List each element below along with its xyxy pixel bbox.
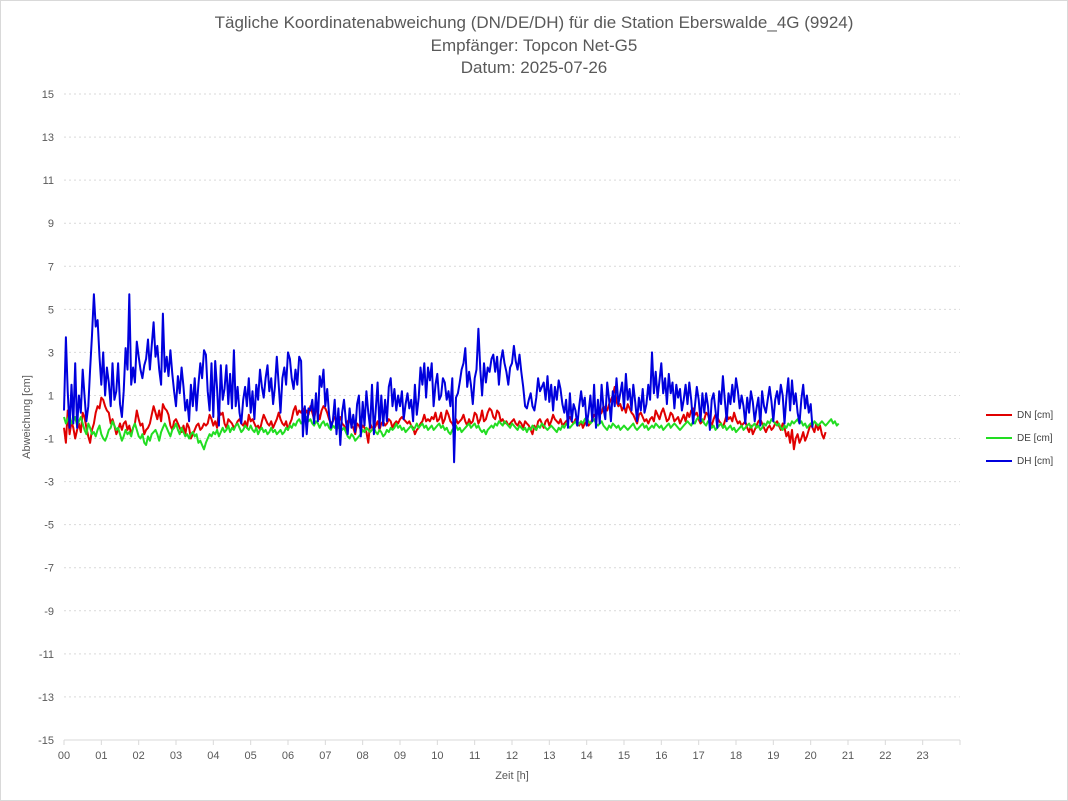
y-tick-label: -9: [44, 606, 54, 618]
x-tick-label: 05: [245, 750, 257, 762]
y-tick-label: 15: [42, 89, 54, 101]
series-lines: [63, 293, 840, 464]
x-tick-label: 17: [693, 750, 705, 762]
series-line-de: [63, 413, 840, 451]
x-tick-label: 10: [431, 750, 443, 762]
legend-item-dh: DH [cm]: [986, 456, 1053, 467]
legend-swatch-dh: [986, 460, 1012, 463]
legend-item-dn: DN [cm]: [986, 410, 1053, 421]
y-axis-label: Abweichung [cm]: [21, 375, 33, 459]
x-tick-label: 00: [58, 750, 70, 762]
y-tick-label: -15: [38, 735, 54, 747]
legend-swatch-de: [986, 437, 1012, 440]
legend-label-dn: DN [cm]: [1017, 410, 1054, 421]
x-tick-label: 12: [506, 750, 518, 762]
legend-swatch-dn: [986, 414, 1012, 417]
x-tick-label: 09: [394, 750, 406, 762]
x-axis-label: Zeit [h]: [495, 770, 529, 782]
x-tick-label: 01: [95, 750, 107, 762]
grid-lines: [64, 93, 960, 698]
chart-title: Tägliche Koordinatenabweichung (DN/DE/DH…: [214, 13, 854, 32]
y-tick-label: -5: [44, 520, 54, 532]
legend-item-de: DE [cm]: [986, 433, 1053, 444]
x-tick-label: 13: [543, 750, 555, 762]
x-tick-label: 22: [879, 750, 891, 762]
x-tick-label: 07: [319, 750, 331, 762]
x-tick-label: 02: [133, 750, 145, 762]
y-tick-label: -7: [44, 563, 54, 575]
chart-subtitle-receiver: Empfänger: Topcon Net-G5: [430, 36, 638, 55]
y-tick-label: 9: [48, 218, 54, 230]
y-tick-label: -13: [38, 692, 54, 704]
y-tick-label: 3: [48, 347, 54, 359]
x-tick-label: 14: [581, 750, 593, 762]
x-tick-label: 21: [842, 750, 854, 762]
x-tick-label: 16: [655, 750, 667, 762]
x-tick-label: 19: [767, 750, 779, 762]
x-tick-label: 18: [730, 750, 742, 762]
legend-label-de: DE [cm]: [1017, 433, 1053, 444]
y-tick-label: -3: [44, 477, 54, 489]
y-tick-label: 1: [48, 390, 54, 402]
legend-label-dh: DH [cm]: [1017, 456, 1054, 467]
y-tick-label: -11: [39, 649, 54, 661]
y-axis-ticks: 15 13 11 9 7 5 3 1 -1 -3 -5 -7 -9 -11 -13 -15: [38, 89, 54, 747]
x-tick-label: 06: [282, 750, 294, 762]
series-line-dh: [63, 293, 814, 464]
x-tick-label: 03: [170, 750, 182, 762]
x-tick-label: 23: [917, 750, 929, 762]
x-tick-label: 08: [357, 750, 369, 762]
y-tick-label: 11: [43, 175, 54, 187]
x-tick-label: 04: [207, 750, 219, 762]
x-tick-label: 11: [469, 750, 480, 762]
x-axis-ticks: 00 01 02 03 04 05 06 07 08 09 10 11 12 13 14 15 16 17 18 19…: [58, 740, 961, 762]
x-tick-label: 15: [618, 750, 630, 762]
chart-subtitle-date: Datum: 2025-07-26: [460, 58, 608, 77]
y-tick-label: 7: [48, 261, 54, 273]
y-tick-label: -1: [44, 434, 54, 446]
x-tick-label: 20: [805, 750, 817, 762]
y-tick-label: 13: [42, 132, 54, 144]
y-tick-label: 5: [48, 304, 54, 316]
